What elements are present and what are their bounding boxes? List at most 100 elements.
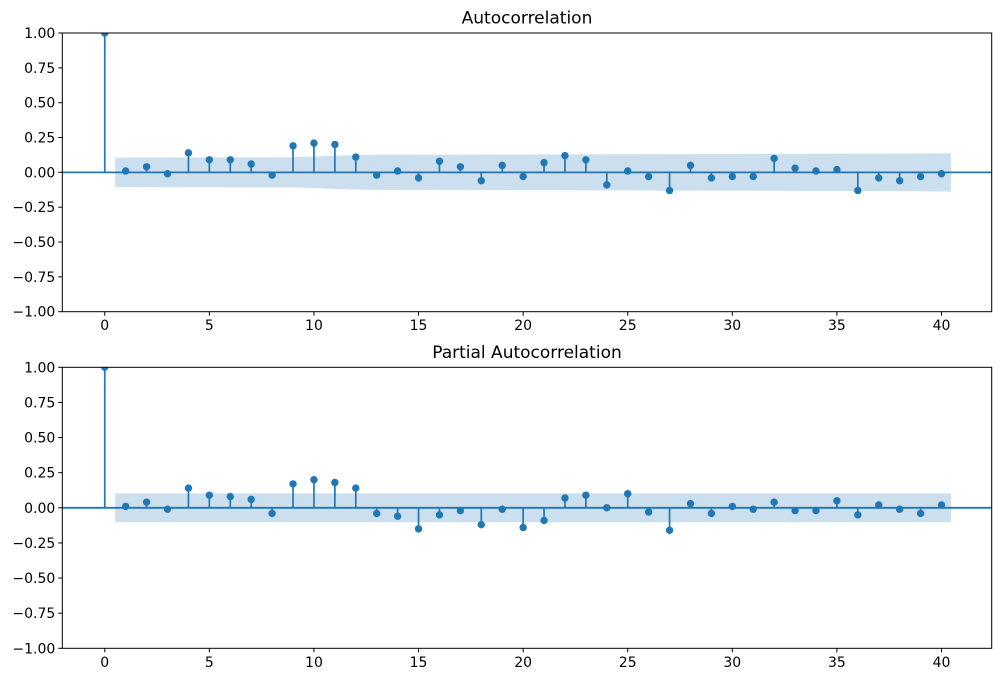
stem-marker xyxy=(352,153,360,161)
stem-marker xyxy=(477,177,485,185)
stem-marker xyxy=(624,490,632,498)
stem-marker xyxy=(456,163,465,171)
stem-marker xyxy=(519,523,527,532)
stem-marker xyxy=(665,526,674,534)
stem-marker xyxy=(540,158,548,167)
stem-marker xyxy=(101,33,109,37)
y-tick-label: −1.00 xyxy=(12,305,55,321)
y-tick-label: 1.00 xyxy=(24,26,55,42)
stem-marker xyxy=(498,161,506,170)
stem-marker xyxy=(686,161,695,170)
stem-marker xyxy=(373,509,381,518)
clipped-data-group xyxy=(62,367,992,534)
pacf-plot-area: 0 5 10 15 20 25 30 35 40 1.00 0.75 0.50 0.25 0.00 −0.2… xyxy=(12,360,993,671)
stem-marker xyxy=(728,172,737,181)
stem-marker xyxy=(289,142,297,150)
x-tick-label: 10 xyxy=(305,318,323,334)
stem-marker xyxy=(352,484,360,492)
stem-marker xyxy=(749,505,757,513)
stem-marker xyxy=(833,497,841,505)
stem-marker xyxy=(895,505,904,513)
stem-marker xyxy=(310,476,318,484)
stem-marker xyxy=(101,367,109,371)
stem-marker xyxy=(268,509,276,518)
pacf-title: Partial Autocorrelation xyxy=(432,343,622,363)
stem-marker xyxy=(414,525,423,533)
stem-marker xyxy=(226,492,234,501)
stem-marker xyxy=(686,499,695,508)
stem-marker xyxy=(728,502,737,511)
stem-marker xyxy=(707,174,716,182)
y-tick-label: 0.25 xyxy=(24,131,55,147)
stem-marker xyxy=(916,172,925,181)
acf-title: Autocorrelation xyxy=(462,9,593,29)
stem-marker xyxy=(770,154,778,163)
stem-marker xyxy=(875,501,883,509)
y-tick-label: −0.25 xyxy=(12,536,55,552)
x-tick-label: 20 xyxy=(514,318,532,334)
stem-marker xyxy=(937,170,946,178)
clipped-data-group xyxy=(62,33,992,195)
stem-marker xyxy=(247,160,255,168)
y-tick-label: 0.50 xyxy=(24,96,55,112)
stem-marker xyxy=(854,511,862,519)
stem-marker xyxy=(142,163,151,171)
y-tick-label: 0.50 xyxy=(24,431,55,447)
y-tick-label: −1.00 xyxy=(12,641,55,657)
stem-marker xyxy=(247,495,255,504)
y-tick-label: −0.75 xyxy=(12,270,55,286)
stem-marker xyxy=(121,502,130,511)
x-tick-label: 0 xyxy=(100,318,109,334)
stem-marker xyxy=(226,156,234,164)
stem-marker xyxy=(456,506,465,515)
x-tick-label: 35 xyxy=(828,318,846,334)
stem-marker xyxy=(435,157,444,165)
stem-marker xyxy=(644,508,653,516)
x-tick-label: 25 xyxy=(619,318,637,334)
stem-marker xyxy=(331,140,339,149)
acf-plot-area: 0 5 10 15 20 25 30 35 40 1.00 0.75 0.50 0.25 0.00 −0.2… xyxy=(12,26,993,334)
stem-marker xyxy=(875,174,883,182)
stem-marker xyxy=(791,164,799,172)
stem-marker xyxy=(142,498,151,506)
stem-marker xyxy=(331,478,339,487)
stem-marker xyxy=(205,491,214,499)
y-tick-label: 0.00 xyxy=(24,501,55,517)
stem-marker xyxy=(854,186,862,195)
x-tick-label: 30 xyxy=(723,655,741,671)
stem-marker xyxy=(624,167,632,175)
y-tick-label: −0.75 xyxy=(12,606,55,622)
stem-marker xyxy=(833,165,841,174)
stem-marker xyxy=(665,186,674,195)
x-tick-label: 5 xyxy=(205,318,214,334)
x-tick-label: 30 xyxy=(723,318,741,334)
stem-marker xyxy=(435,511,444,519)
x-tick-label: 10 xyxy=(305,655,323,671)
stem-marker xyxy=(373,171,381,179)
y-tick-label: −0.25 xyxy=(12,200,55,216)
stem-marker xyxy=(498,505,506,513)
x-tick-label: 0 xyxy=(100,655,109,671)
stem-marker xyxy=(163,170,172,178)
stem-marker xyxy=(812,167,820,175)
stem-marker xyxy=(184,149,193,157)
stem-marker xyxy=(477,520,485,529)
y-tick-label: −0.50 xyxy=(12,571,55,587)
x-tick-label: 40 xyxy=(933,318,951,334)
stem-marker xyxy=(310,139,318,147)
stem-marker xyxy=(791,506,799,515)
stem-marker xyxy=(393,167,402,175)
stem-marker xyxy=(289,480,297,488)
stem-marker xyxy=(770,498,778,506)
stem-marker xyxy=(163,505,172,513)
stem-marker xyxy=(603,181,611,189)
stem-marker xyxy=(519,172,527,181)
stem-marker xyxy=(582,156,590,164)
stem-marker xyxy=(603,504,611,512)
stem-marker xyxy=(393,512,402,520)
stem-marker xyxy=(184,484,193,492)
y-tick-label: 0.25 xyxy=(24,466,55,482)
y-tick-label: 0.00 xyxy=(24,165,55,181)
y-tick-label: 1.00 xyxy=(24,360,55,376)
